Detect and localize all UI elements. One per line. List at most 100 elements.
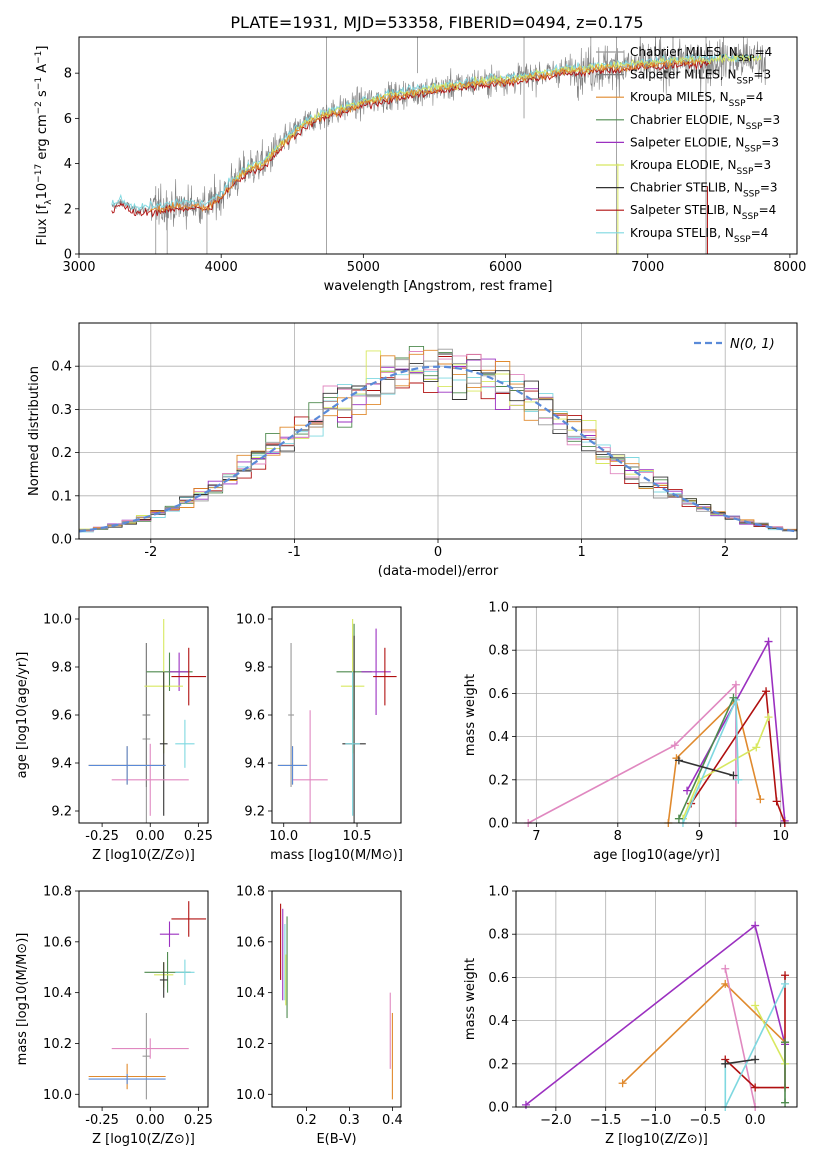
y-tick-label: 9.6 (51, 709, 72, 724)
x-axis-label: Z [log10(Z/Z⊙)] (605, 1132, 708, 1147)
x-tick-label: 3000 (62, 260, 95, 275)
y-tick-label: 10.8 (43, 885, 72, 900)
x-tick-label: -1 (288, 545, 301, 560)
normal-reference-curve (79, 365, 797, 533)
mass-weight-marker (751, 1001, 760, 1010)
x-axis-label: wavelength [Angstrom, rest frame] (324, 279, 553, 294)
mass-weight-marker (772, 797, 781, 806)
y-tick-label: 10.8 (236, 885, 265, 900)
legend-subscript: SSP (737, 167, 754, 177)
x-tick-label: 10.5 (343, 829, 372, 844)
legend-subscript: SSP (738, 54, 755, 64)
x-tick-label: 8000 (773, 260, 806, 275)
mass-weight-marker (751, 1083, 760, 1092)
y-tick-label: 9.4 (51, 757, 72, 772)
mass-weight-line (527, 682, 737, 824)
mass-weight-marker (762, 687, 771, 696)
legend-label: Salpeter ELODIE, NSSP=3 (630, 135, 779, 154)
residuals-panel: -2 -1 0 1 2 0.0 0.1 0.2 0.3 0.4 (data-model)/error… (27, 322, 798, 579)
y-axis-label-part: −1 (34, 77, 44, 90)
y-tick-label: 0.6 (488, 687, 509, 702)
x-axis-label: mass [log10(M/M⊙)] (270, 848, 403, 863)
y-tick-label: 9.2 (51, 805, 72, 820)
x-tick-label: 4000 (205, 260, 238, 275)
observed-spectrum (111, 37, 766, 231)
axes-frame (271, 606, 402, 824)
legend-nssp: =3 (753, 68, 771, 82)
x-tick-label: 0.3 (339, 1113, 360, 1128)
x-tick-label: -0.25 (85, 1113, 119, 1128)
mass-weight-line (724, 975, 786, 1089)
mass-weight-marker (674, 814, 683, 823)
mass-weight-line (678, 759, 734, 777)
mass-vs-Z-panel: -0.25 0.00 0.25 10.0 10.2 10.4 10.6 10.8 Z [log1… (15, 885, 213, 1148)
y-tick-label: 10.4 (43, 986, 72, 1001)
model-spectrum (111, 58, 712, 218)
mass-weight-marker (721, 1059, 730, 1068)
legend-subscript: SSP (734, 235, 751, 245)
x-tick-label: 0 (434, 545, 442, 560)
x-tick-label: 0.00 (136, 1113, 165, 1128)
mass-weight-marker (729, 771, 738, 780)
legend-label: Chabrier STELIB, NSSP=3 (630, 181, 778, 200)
mass-weight-line (682, 716, 770, 820)
y-axis-label: Flux [fλ10−17 erg cm−2 s−1 A−1] (34, 46, 54, 246)
legend-label: Kroupa STELIB, NSSP=4 (630, 226, 768, 245)
y-tick-label: 0.0 (488, 1101, 509, 1116)
x-tick-label: −1.0 (640, 1113, 672, 1128)
y-axis-label-part: A (35, 64, 50, 77)
y-tick-label: 9.2 (244, 805, 265, 820)
y-axis-label: age [log10(age/yr)] (15, 652, 30, 779)
legend-label: Kroupa MILES, NSSP=4 (630, 90, 763, 109)
legend-label: Kroupa ELODIE, NSSP=3 (630, 158, 771, 177)
mass-weight-marker (618, 1079, 627, 1088)
y-tick-label: 0.4 (488, 730, 509, 745)
legend-nssp: =3 (753, 158, 771, 172)
legend-subscript: SSP (746, 122, 763, 132)
y-tick-label: 0.4 (488, 1014, 509, 1029)
mass-weight-line (725, 1058, 756, 1065)
legend-nssp: =3 (761, 135, 779, 149)
mass-weight-marker (729, 693, 738, 702)
x-tick-label: −0.5 (690, 1113, 722, 1128)
y-tick-label: 4 (64, 157, 72, 172)
legend-subscript: SSP (744, 144, 761, 154)
x-axis-label: Z [log10(Z/Z⊙)] (92, 1132, 195, 1147)
y-tick-label: 0.0 (488, 817, 509, 832)
legend-subscript: SSP (742, 212, 759, 222)
x-tick-label: -2 (144, 545, 157, 560)
x-axis-label: E(B-V) (316, 1132, 356, 1147)
x-tick-label: −2.0 (540, 1113, 572, 1128)
panels: 3000 4000 5000 6000 7000 8000 0 2 4 6 8 wavelength … (15, 36, 806, 1148)
y-tick-label: 10.6 (236, 935, 265, 950)
y-axis-label: Normed distribution (27, 366, 42, 496)
y-tick-label: 10.2 (236, 1037, 265, 1052)
mass-weight-marker (674, 756, 683, 765)
axes-frame (515, 890, 798, 1108)
y-axis-label-part: −17 (34, 164, 44, 183)
legend-nssp: =4 (746, 90, 764, 104)
x-axis-label: (data-model)/error (378, 564, 499, 579)
massweight-vs-Z-panel: −2.0 −1.5 −1.0 −0.5 0.0 0.0 0.2 0.4 0.6 0.8 1.0 Z [… (463, 885, 798, 1147)
residual-histogram (79, 348, 797, 534)
mass-weight-marker (734, 775, 743, 784)
legend-nssp: =3 (762, 113, 780, 127)
mass-weight-marker (781, 1038, 790, 1047)
model-spectrum (234, 53, 762, 182)
mass-weight-marker (670, 741, 679, 750)
x-tick-label: 0.2 (296, 1113, 317, 1128)
legend-nssp: =4 (755, 45, 773, 59)
mass-weight-line (724, 968, 756, 1108)
mass-weight-marker (781, 971, 790, 980)
mass-weight-marker (752, 743, 761, 752)
legend-nssp: =4 (751, 226, 769, 240)
mass-weight-marker (721, 964, 730, 973)
y-tick-label: 0.3 (51, 403, 72, 418)
y-tick-label: 10.0 (43, 613, 72, 628)
mass-weight-marker (751, 1055, 760, 1064)
age-vs-Z-panel: -0.25 0.00 0.25 9.2 9.4 9.6 9.8 10.0 Z [log10(Z/… (15, 606, 213, 863)
y-axis-label-part: −1 (34, 51, 44, 64)
mass-weight-marker (781, 979, 790, 988)
x-axis-label: Z [log10(Z/Z⊙)] (92, 848, 195, 863)
